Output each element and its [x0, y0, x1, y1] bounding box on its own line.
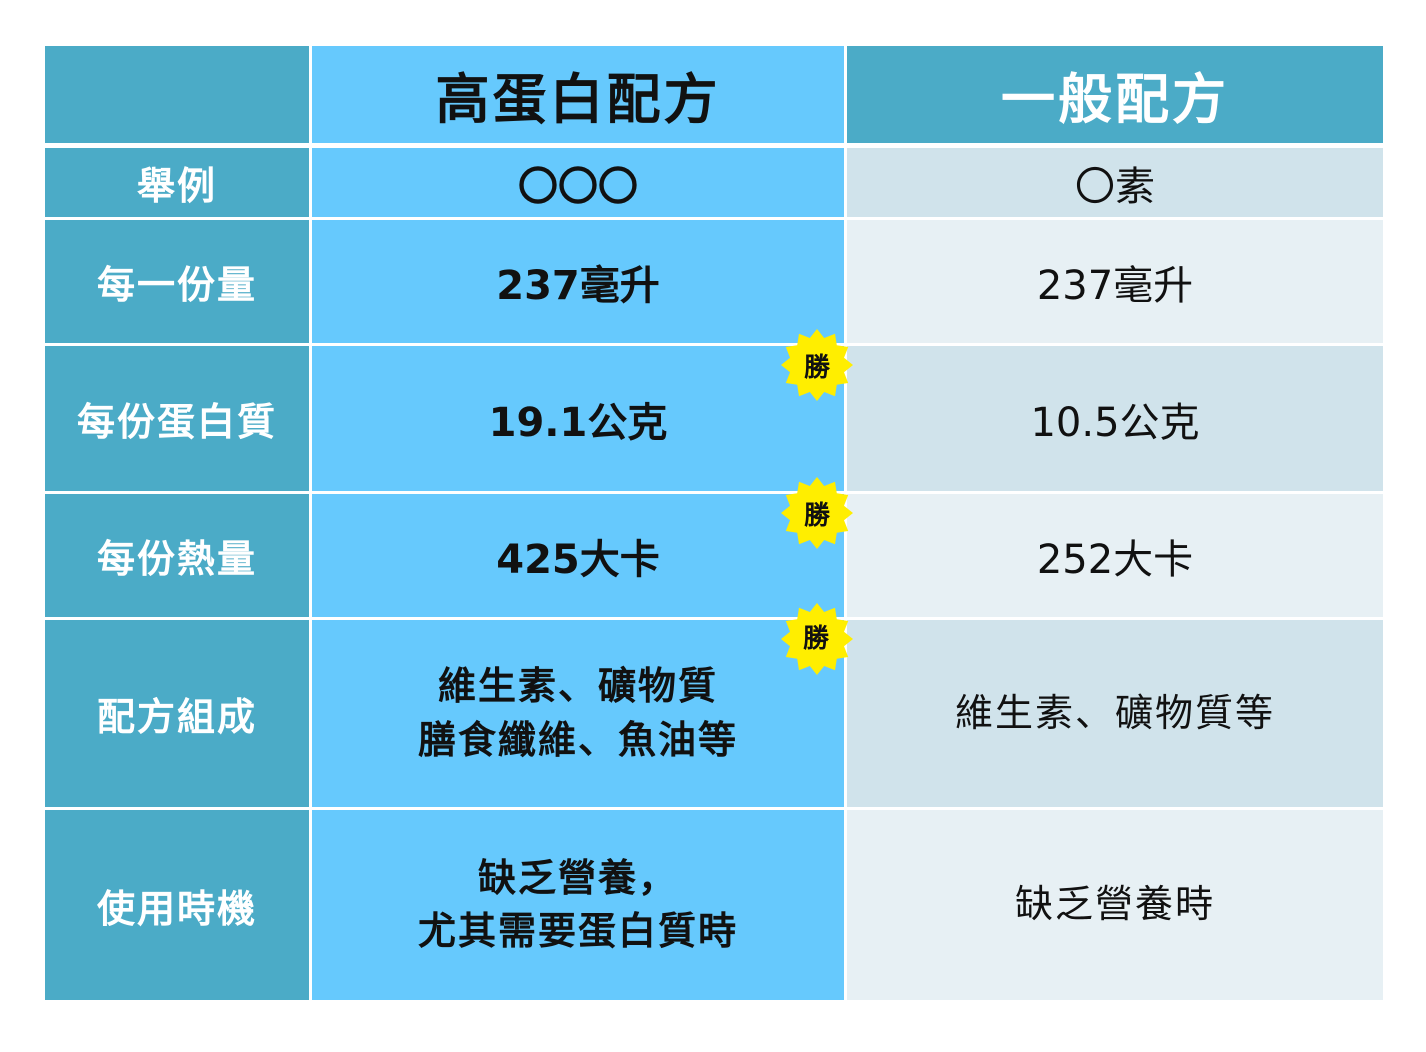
- high-protein: 19.1公克 勝: [312, 329, 853, 494]
- general-composition: 維生素、礦物質等: [847, 620, 1383, 810]
- high-usage: 缺乏營養， 尤其需要蛋白質時: [312, 810, 847, 1000]
- comparison-table: 高蛋白配方 一般配方 舉例 〇〇〇 〇素 每一份量 237毫升 237毫升 每份…: [45, 46, 1383, 1004]
- row-label-protein: 每份蛋白質: [45, 346, 312, 494]
- header-general: 一般配方: [847, 46, 1383, 148]
- high-composition-line: 膳食纖維、魚油等: [417, 717, 738, 762]
- row-label-calories: 每份熱量: [45, 494, 312, 620]
- row-label-composition: 配方組成: [45, 620, 312, 810]
- high-calories: 425大卡 勝: [312, 477, 853, 620]
- win-badge-label: 勝: [803, 500, 830, 531]
- general-protein: 10.5公克: [847, 346, 1383, 494]
- general-usage: 缺乏營養時: [847, 810, 1383, 1000]
- row-label-usage: 使用時機: [45, 810, 312, 1000]
- win-badge: 勝: [780, 476, 854, 550]
- high-protein-value: 19.1公克: [488, 399, 668, 446]
- starburst-icon: [781, 329, 853, 401]
- high-calories-value: 425大卡: [496, 536, 660, 583]
- general-example: 〇素: [847, 148, 1383, 220]
- win-badge-label: 勝: [802, 623, 831, 654]
- header-high-protein: 高蛋白配方: [312, 46, 847, 148]
- high-composition-line: 維生素、礦物質: [437, 664, 718, 709]
- general-calories: 252大卡: [847, 494, 1383, 620]
- win-badge-label: 勝: [803, 352, 830, 383]
- starburst-icon: [781, 603, 853, 675]
- starburst-icon: [781, 477, 853, 549]
- general-serving: 237毫升: [847, 220, 1383, 346]
- win-badge: 勝: [780, 602, 854, 676]
- header-corner: [45, 46, 312, 148]
- high-usage-line: 缺乏營養，: [477, 855, 678, 900]
- high-composition: 維生素、礦物質 膳食纖維、魚油等 勝: [312, 603, 853, 810]
- row-label-serving: 每一份量: [45, 220, 312, 346]
- high-example: 〇〇〇: [312, 148, 847, 220]
- row-label-example: 舉例: [45, 148, 312, 220]
- win-badge: 勝: [780, 328, 854, 402]
- high-usage-line: 尤其需要蛋白質時: [417, 909, 738, 953]
- high-serving: 237毫升: [312, 220, 847, 346]
